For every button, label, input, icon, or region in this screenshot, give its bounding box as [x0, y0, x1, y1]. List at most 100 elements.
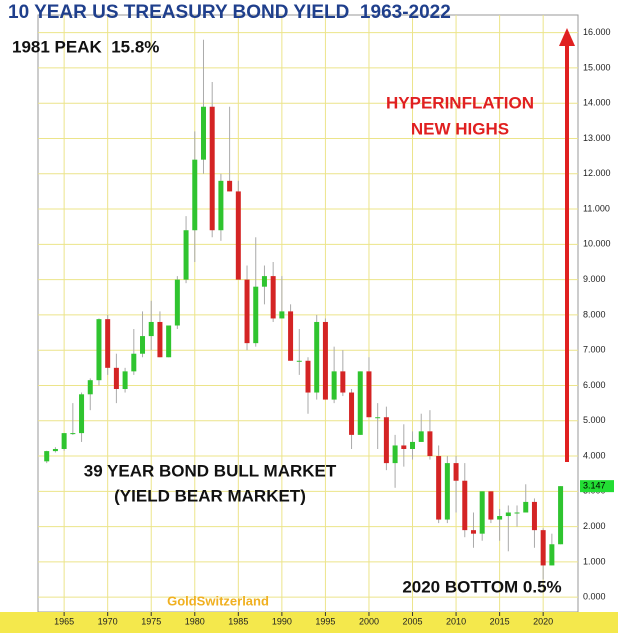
candle-body: [166, 325, 172, 358]
candle-body: [227, 180, 233, 192]
x-tick-label: 2015: [490, 616, 510, 626]
y-tick-label: 9.000: [583, 274, 606, 284]
candle-body: [296, 360, 302, 362]
candle-body: [105, 319, 111, 368]
candle-body: [401, 445, 407, 449]
annotation: 1981 PEAK 15.8%: [12, 37, 159, 56]
annotation: 2020 BOTTOM 0.5%: [402, 577, 561, 596]
annotation: HYPERINFLATION: [386, 93, 534, 112]
candle-body: [270, 276, 276, 319]
x-tick-label: 2005: [403, 616, 423, 626]
y-tick-label: 14.000: [583, 98, 611, 108]
candle-body: [410, 441, 416, 449]
candle-body: [61, 433, 67, 449]
candle-body: [288, 311, 294, 361]
y-tick-label: 13.000: [583, 133, 611, 143]
x-tick-label: 1995: [315, 616, 335, 626]
candle-body: [148, 321, 154, 337]
y-tick-label: 1.000: [583, 556, 606, 566]
candle-body: [183, 230, 189, 280]
y-tick-label: 11.000: [583, 203, 610, 213]
watermark: GoldSwitzerland: [167, 593, 269, 608]
candle-body: [479, 491, 485, 534]
candle-body: [514, 512, 520, 514]
candle-body: [131, 353, 137, 372]
x-tick-label: 1985: [228, 616, 248, 626]
candle-body: [540, 530, 546, 566]
y-tick-label: 5.000: [583, 415, 606, 425]
y-tick-label: 10.000: [583, 239, 611, 249]
candle-body: [140, 336, 146, 354]
candle-body: [174, 279, 180, 326]
candle-body: [453, 463, 459, 481]
candle-body: [279, 311, 285, 319]
candle-body: [366, 371, 372, 418]
candle-body: [418, 431, 424, 442]
y-tick-label: 6.000: [583, 380, 606, 390]
last-price-label: 3.147: [583, 481, 606, 491]
annotation: 39 YEAR BOND BULL MARKET: [84, 461, 337, 480]
candle-body: [497, 516, 503, 520]
y-tick-label: 16.000: [583, 27, 611, 37]
x-tick-label: 1975: [141, 616, 161, 626]
candle-body: [79, 394, 85, 434]
candle-body: [392, 445, 398, 464]
y-tick-label: 15.000: [583, 62, 611, 72]
candles: [44, 39, 564, 580]
candle-body: [70, 433, 76, 435]
candle-body: [96, 319, 102, 381]
x-tick-label: 1970: [98, 616, 118, 626]
last-price-box: [580, 480, 614, 493]
candle-body: [87, 380, 93, 395]
candle-body: [52, 448, 58, 452]
x-tick-label: 2020: [533, 616, 553, 626]
chart-title: 10 YEAR US TREASURY BOND YIELD 1963-2022: [8, 2, 451, 23]
candle-body: [340, 371, 346, 393]
candle-body: [531, 501, 537, 531]
y-tick-label: 8.000: [583, 309, 606, 319]
candle-body: [444, 463, 450, 520]
candle-body: [357, 371, 363, 435]
plot-area: [37, 14, 579, 613]
candle-body: [244, 279, 250, 344]
x-tick-label: 1965: [54, 616, 74, 626]
y-tick-label: 4.000: [583, 450, 606, 460]
x-tick-label: 1990: [272, 616, 292, 626]
candle-body: [192, 159, 198, 231]
y-tick-label: 2.000: [583, 521, 606, 531]
candle-body: [218, 180, 224, 231]
candle-body: [349, 392, 355, 435]
candle-body: [331, 371, 337, 400]
candle-body: [549, 544, 555, 566]
candle-body: [462, 480, 468, 531]
candle-body: [505, 512, 511, 517]
candle-body: [488, 491, 494, 520]
candle-body: [436, 456, 442, 520]
candle-body: [523, 501, 529, 513]
candle-body: [200, 106, 206, 160]
candle-body: [322, 321, 328, 400]
candle-body: [558, 486, 564, 545]
candle-body: [44, 451, 50, 462]
candle-body: [261, 276, 267, 287]
candle-body: [470, 530, 476, 534]
y-tick-label: 12.000: [583, 168, 611, 178]
candle-body: [427, 431, 433, 457]
y-tick-label: 7.000: [583, 345, 606, 355]
candle-body: [122, 371, 128, 390]
annotation: NEW HIGHS: [411, 119, 509, 138]
x-tick-label: 2000: [359, 616, 379, 626]
x-tick-label: 1980: [185, 616, 205, 626]
candle-body: [235, 191, 241, 280]
candle-body: [253, 286, 259, 344]
y-tick-label: 0.000: [583, 592, 606, 602]
x-tick-label: 2010: [446, 616, 466, 626]
candle-body: [375, 417, 381, 419]
candle-body: [305, 360, 311, 393]
annotation: (YIELD BEAR MARKET): [114, 486, 306, 505]
candle-body: [209, 106, 215, 231]
x-axis-strip: [0, 612, 618, 633]
arrow-head: [559, 28, 575, 46]
